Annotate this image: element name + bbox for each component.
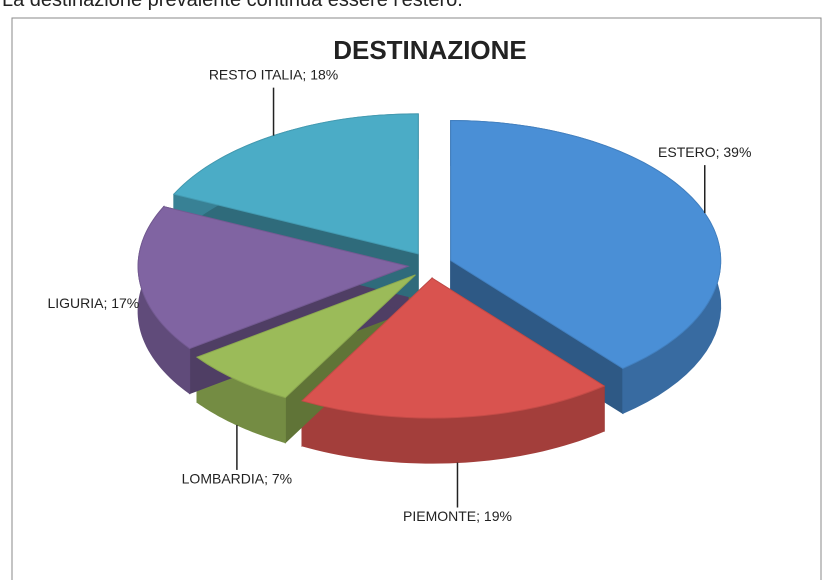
slice [195,274,416,399]
chart-title: DESTINAZIONE [333,35,527,65]
data-label: LOMBARDIA; 7% [182,471,292,487]
data-label: RESTO ITALIA; 18% [209,66,338,82]
slice [137,206,410,350]
data-label: PIEMONTE; 19% [403,508,512,524]
slice [450,120,722,369]
data-label: LIGURIA; 17% [47,295,139,311]
chart-frame [11,17,822,580]
caption: La destinazione prevalente continua esse… [2,0,463,11]
slice [172,113,419,255]
slice [301,277,606,419]
data-label: ESTERO; 39% [658,144,751,160]
